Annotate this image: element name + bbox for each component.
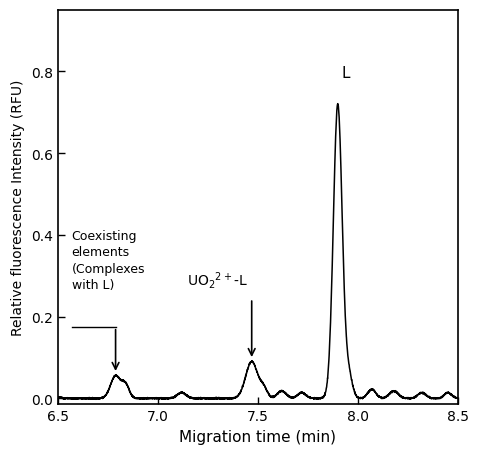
Text: UO$_2$$^{2+}$-L: UO$_2$$^{2+}$-L bbox=[187, 269, 248, 290]
Y-axis label: Relative fluorescence Intensity (RFU): Relative fluorescence Intensity (RFU) bbox=[11, 80, 25, 336]
Text: L: L bbox=[342, 66, 350, 81]
X-axis label: Migration time (min): Migration time (min) bbox=[179, 429, 336, 444]
Text: Coexisting
elements
(Complexes
with L): Coexisting elements (Complexes with L) bbox=[72, 229, 145, 292]
